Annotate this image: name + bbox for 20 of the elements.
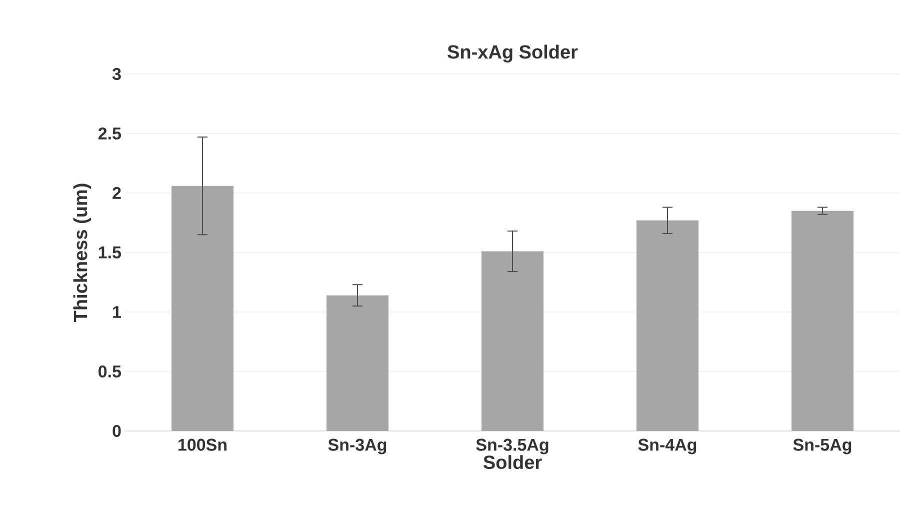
bar (326, 295, 389, 431)
y-tick-label: 0.5 (98, 365, 122, 378)
y-tick-label: 2 (112, 187, 121, 199)
bar (636, 220, 699, 431)
bar (792, 210, 854, 431)
x-tick-label: Sn-5Ag (793, 438, 852, 454)
y-tick-label: 1.5 (98, 246, 122, 258)
y-tick-label: 1 (113, 306, 122, 318)
y-axis-title: Thickness (um) (73, 184, 92, 322)
chart-title: Sn-xAg Solder (448, 44, 578, 63)
y-tick-label: 3 (112, 68, 121, 80)
x-tick-label: Sn-3Ag (328, 438, 386, 454)
y-tick-label: 2.5 (98, 127, 122, 140)
x-tick-label: Sn-4Ag (638, 438, 696, 454)
y-tick-label: 0 (112, 424, 121, 438)
bar (172, 186, 234, 431)
x-axis-title: Solder (483, 455, 542, 470)
bar (482, 251, 544, 431)
x-tick-label: 100Sn (178, 438, 226, 451)
x-tick-label: Sn-3.5Ag (476, 438, 548, 454)
